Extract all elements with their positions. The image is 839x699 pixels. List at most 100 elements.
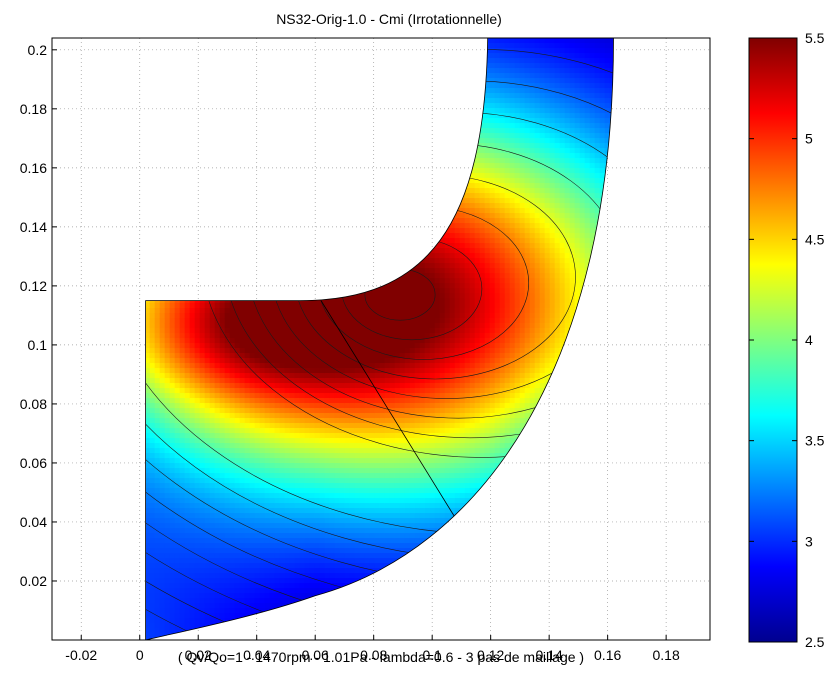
heatmap-cell [310, 468, 316, 474]
heatmap-cell [165, 353, 171, 359]
heatmap-cell [300, 558, 306, 564]
heatmap-cell [195, 618, 201, 624]
heatmap-cell [235, 608, 241, 614]
heatmap-cell [265, 383, 271, 389]
heatmap-cell [300, 398, 306, 404]
heatmap-cell [220, 523, 226, 529]
heatmap-cell [190, 478, 196, 484]
heatmap-cell [260, 553, 266, 559]
heatmap-cell [245, 513, 251, 519]
heatmap-cell [185, 348, 191, 354]
heatmap-cell [210, 438, 216, 444]
heatmap-cell [220, 333, 226, 339]
heatmap-cell [330, 308, 336, 314]
heatmap-cell [255, 328, 261, 334]
heatmap-cell [295, 593, 301, 599]
heatmap-cell [330, 503, 336, 509]
heatmap-cell [235, 443, 241, 449]
heatmap-cell [315, 428, 321, 434]
heatmap-cell [160, 423, 166, 429]
heatmap-cell [220, 308, 226, 314]
heatmap-cell [265, 308, 271, 314]
heatmap-cell [245, 303, 251, 309]
heatmap-cell [180, 493, 186, 499]
heatmap-cell [340, 528, 346, 534]
heatmap-cell [220, 543, 226, 549]
heatmap-cell [280, 598, 286, 604]
heatmap-cell [275, 448, 281, 454]
heatmap-cell [195, 318, 201, 324]
heatmap-cell [255, 318, 261, 324]
heatmap-cell [265, 438, 271, 444]
heatmap-cell [155, 363, 161, 369]
heatmap-cell [235, 483, 241, 489]
heatmap-cell [230, 418, 236, 424]
heatmap-cell [280, 433, 286, 439]
heatmap-cell [300, 438, 306, 444]
heatmap-cell [265, 503, 271, 509]
heatmap-cell [150, 598, 156, 604]
heatmap-cell [315, 573, 321, 579]
heatmap-cell [285, 428, 291, 434]
heatmap-cell [275, 503, 281, 509]
heatmap-cell [155, 478, 161, 484]
heatmap-cell [150, 628, 156, 634]
heatmap-cell [275, 438, 281, 444]
heatmap-cell [190, 558, 196, 564]
heatmap-cell [235, 503, 241, 509]
heatmap-cell [260, 523, 266, 529]
heatmap-cell [340, 483, 346, 489]
heatmap-cell [165, 338, 171, 344]
heatmap-cell [295, 458, 301, 464]
heatmap-cell [215, 403, 221, 409]
heatmap-cell [235, 393, 241, 399]
heatmap-cell [195, 538, 201, 544]
heatmap-cell [280, 333, 286, 339]
heatmap-cell [195, 358, 201, 364]
heatmap-cell [195, 323, 201, 329]
heatmap-cell [190, 483, 196, 489]
heatmap-cell [210, 488, 216, 494]
heatmap-cell [285, 483, 291, 489]
heatmap-cell [230, 563, 236, 569]
heatmap-cell [205, 398, 211, 404]
heatmap-cell [250, 443, 256, 449]
heatmap-cell [340, 358, 346, 364]
heatmap-cell [155, 588, 161, 594]
heatmap-cell [280, 553, 286, 559]
heatmap-cell [150, 518, 156, 524]
heatmap-cell [235, 423, 241, 429]
heatmap-cell [330, 463, 336, 469]
heatmap-cell [275, 418, 281, 424]
heatmap-cell [215, 418, 221, 424]
heatmap-cell [270, 498, 276, 504]
heatmap-cell [220, 503, 226, 509]
heatmap-cell [260, 408, 266, 414]
heatmap-cell [300, 358, 306, 364]
heatmap-cell [295, 518, 301, 524]
heatmap-cell [265, 538, 271, 544]
heatmap-cell [270, 328, 276, 334]
heatmap-cell [305, 553, 311, 559]
heatmap-cell [330, 468, 336, 474]
heatmap-cell [295, 318, 301, 324]
heatmap-cell [340, 513, 346, 519]
heatmap-cell [265, 343, 271, 349]
heatmap-cell [305, 338, 311, 344]
heatmap-cell [230, 538, 236, 544]
heatmap-cell [195, 478, 201, 484]
heatmap-cell [150, 488, 156, 494]
heatmap-cell [315, 533, 321, 539]
heatmap-cell [190, 513, 196, 519]
heatmap-cell [255, 518, 261, 524]
heatmap-cell [340, 433, 346, 439]
heatmap-cell [220, 408, 226, 414]
heatmap-cell [215, 538, 221, 544]
heatmap-cell [290, 528, 296, 534]
heatmap-cell [225, 548, 231, 554]
heatmap-cell [320, 393, 326, 399]
heatmap-cell [270, 353, 276, 359]
heatmap-cell [260, 383, 266, 389]
heatmap-cell [160, 398, 166, 404]
heatmap-cell [235, 323, 241, 329]
